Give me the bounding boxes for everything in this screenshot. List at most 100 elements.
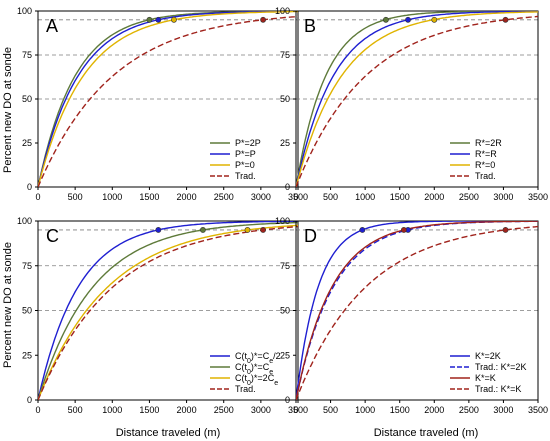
legend-label: Trad.: K*=2K (475, 362, 526, 372)
x-tick-label: 2500 (214, 405, 234, 415)
x-tick-label: 0 (293, 192, 298, 202)
x-tick-label: 2500 (214, 192, 234, 202)
y-tick-label: 50 (280, 94, 290, 104)
x-tick-label: 0 (293, 405, 298, 415)
panel-label: A (46, 16, 58, 36)
x-tick-label: 2500 (459, 192, 479, 202)
x-tick-label: 1000 (355, 405, 375, 415)
y-tick-label: 75 (280, 50, 290, 60)
series-marker (260, 16, 266, 23)
panel-A: 0 500 1000 1500 2000 2500 3000 35000255075100AP… (17, 6, 308, 202)
x-tick-label: 500 (323, 405, 338, 415)
panel-label: C (46, 226, 59, 246)
x-tick-label: 3500 (288, 192, 308, 202)
x-tick-label: 3500 (528, 405, 548, 415)
series-marker (260, 227, 266, 233)
series-marker (244, 227, 251, 233)
y-tick-label: 75 (22, 50, 32, 60)
y-tick-label: 100 (275, 216, 290, 226)
x-tick-label: 500 (68, 192, 83, 202)
series-marker (382, 16, 389, 23)
series-line (296, 221, 538, 400)
legend-label: R*=R (475, 149, 497, 159)
panel-C: 0 500 1000 1500 2000 2500 3000 35000255075100CC… (17, 216, 308, 415)
legend-label: R*=2R (475, 138, 502, 148)
y-tick-label: 100 (17, 6, 32, 16)
series-line (38, 221, 298, 400)
y-tick-label: 75 (280, 261, 290, 271)
panels-group: 0 500 1000 1500 2000 2500 3000 35000255075100AP… (17, 6, 548, 415)
series-line (38, 221, 298, 400)
y-tick-label: 100 (275, 6, 290, 16)
panel-label: D (304, 226, 317, 246)
x-tick-label: 3000 (251, 405, 271, 415)
x-tick-label: 2500 (459, 405, 479, 415)
series-marker (146, 16, 153, 23)
series-marker (171, 16, 177, 23)
series-marker (405, 16, 411, 23)
legend-label: Trad. (475, 171, 496, 181)
y-tick-label: 50 (22, 94, 32, 104)
series-marker (431, 16, 438, 23)
x-tick-label: 3500 (528, 192, 548, 202)
y-tick-label: 0 (285, 182, 290, 192)
legend-label: K*=K (475, 373, 496, 383)
x-tick-label: 1500 (139, 405, 159, 415)
x-tick-label: 1500 (390, 192, 410, 202)
series-line (296, 221, 538, 400)
series-line (296, 11, 538, 187)
x-tick-label: 0 (35, 192, 40, 202)
curves-group (38, 221, 298, 400)
series-marker (200, 227, 206, 233)
y-tick-label: 50 (280, 306, 290, 316)
x-tick-label: 1000 (355, 192, 375, 202)
x-tick-label: 2000 (424, 192, 444, 202)
x-tick-label: 1000 (102, 192, 122, 202)
y-tick-label: 50 (22, 306, 32, 316)
x-tick-label: 0 (35, 405, 40, 415)
series-line (38, 224, 298, 400)
y-tick-label: 0 (285, 395, 290, 405)
x-tick-label: 500 (323, 192, 338, 202)
panel-label: B (304, 16, 316, 36)
series-marker (359, 227, 366, 233)
y-tick-label: 75 (22, 261, 32, 271)
x-tick-label: 500 (68, 405, 83, 415)
legend-label: Trad. (235, 171, 256, 181)
panel-D: 0 500 1000 1500 2000 2500 3000 35000255075100DK… (275, 216, 548, 415)
x-tick-label: 3500 (288, 405, 308, 415)
x-tick-label: 3000 (251, 192, 271, 202)
x-axis-title-left: Distance traveled (m) (116, 427, 221, 439)
legend-label: P*=2P (235, 138, 261, 148)
series-line (296, 11, 538, 187)
panel-B: 0 500 1000 1500 2000 2500 3000 35000255075100BR… (275, 6, 548, 202)
legend-label: Trad. (235, 384, 256, 394)
legend-label: R*=0 (475, 160, 495, 170)
x-tick-label: 1500 (139, 192, 159, 202)
x-tick-label: 1500 (390, 405, 410, 415)
y-tick-label: 0 (27, 395, 32, 405)
legend-label: K*=2K (475, 351, 501, 361)
legend-label: C(t0)*=2Ce (235, 373, 278, 387)
series-marker (400, 227, 407, 233)
curves-group (296, 11, 538, 187)
curves-group (296, 221, 538, 400)
y-tick-label: 100 (17, 216, 32, 226)
x-tick-label: 2000 (177, 192, 197, 202)
x-tick-label: 1000 (102, 405, 122, 415)
x-tick-label: 2000 (177, 405, 197, 415)
x-axis-title-right: Distance traveled (m) (374, 427, 479, 439)
curves-group (38, 11, 298, 187)
series-marker (155, 16, 162, 23)
x-tick-label: 3000 (493, 192, 513, 202)
legend-label: C(t0)*=Ce/2 (235, 351, 281, 365)
y-tick-label: 25 (22, 138, 32, 148)
series-line (38, 225, 298, 400)
series-line (38, 11, 298, 187)
legend-label: P*=0 (235, 160, 255, 170)
series-marker (502, 16, 509, 23)
x-tick-label: 2000 (424, 405, 444, 415)
legend-label: C(t0)*=Ce (235, 362, 273, 376)
series-marker (155, 227, 162, 233)
